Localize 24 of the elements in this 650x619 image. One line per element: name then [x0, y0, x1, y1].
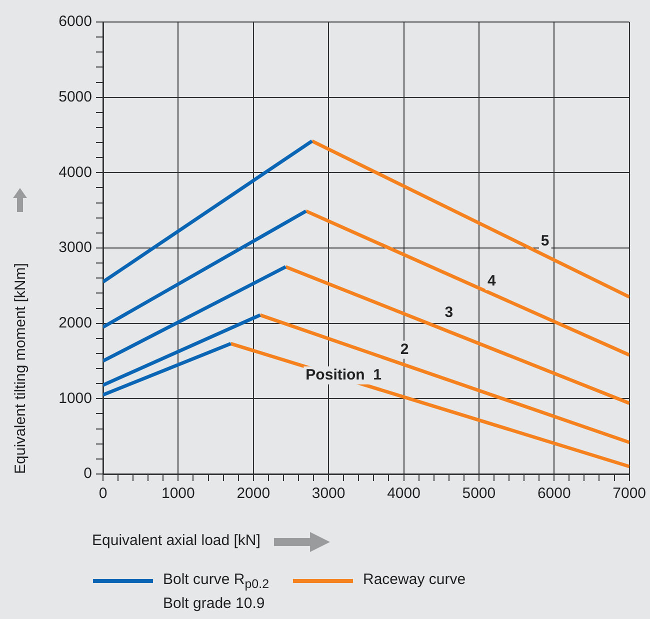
- y-tick-label: 5000: [58, 88, 92, 106]
- x-tick-label: 3000: [312, 485, 346, 502]
- x-tick-label: 1000: [162, 485, 195, 502]
- y-tick-label: 1000: [58, 390, 92, 407]
- x-tick-label: 4000: [387, 485, 420, 502]
- y-tick-label: 4000: [58, 164, 92, 181]
- annotation: 3: [444, 304, 454, 321]
- annotation: Position 1: [306, 366, 382, 384]
- y-axis-title: Equivalent tilting moment [kNm]: [12, 263, 29, 474]
- x-tick-label: 5000: [462, 485, 496, 502]
- x-tick-label: 7000: [612, 485, 646, 502]
- y-tick-label: 2000: [58, 314, 92, 332]
- y-tick-label: 3000: [58, 239, 92, 256]
- x-tick-label: 0: [98, 485, 108, 502]
- x-axis-title: Equivalent axial load [kN]: [92, 532, 260, 549]
- annotation: 4: [488, 272, 497, 290]
- legend-label: Raceway curve: [363, 570, 467, 590]
- legend-label: Bolt curve R$_{p0.2}$ Bolt grade 10.9: [163, 570, 270, 614]
- y-tick-label: 0: [84, 465, 92, 482]
- annotation: 2: [400, 340, 409, 358]
- x-tick-label: 6000: [537, 485, 571, 502]
- annotation: 5: [540, 232, 550, 250]
- y-tick-label: 6000: [58, 13, 92, 30]
- x-tick-label: 2000: [236, 485, 270, 502]
